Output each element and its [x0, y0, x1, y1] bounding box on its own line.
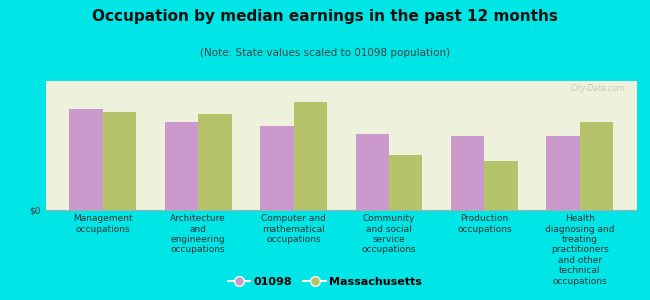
- Legend: 01098, Massachusetts: 01098, Massachusetts: [224, 273, 426, 291]
- Bar: [451, 136, 484, 210]
- Bar: [260, 127, 294, 210]
- Bar: [580, 122, 613, 210]
- Text: Occupation by median earnings in the past 12 months: Occupation by median earnings in the pas…: [92, 9, 558, 24]
- Bar: [164, 122, 198, 210]
- Bar: [547, 136, 580, 210]
- Bar: [70, 109, 103, 210]
- Text: (Note: State values scaled to 01098 population): (Note: State values scaled to 01098 popu…: [200, 48, 450, 58]
- Bar: [484, 161, 518, 210]
- Text: City-Data.com: City-Data.com: [571, 84, 625, 93]
- Bar: [294, 102, 327, 210]
- Bar: [198, 114, 231, 210]
- Bar: [389, 155, 422, 210]
- Bar: [103, 112, 136, 210]
- Bar: [356, 134, 389, 210]
